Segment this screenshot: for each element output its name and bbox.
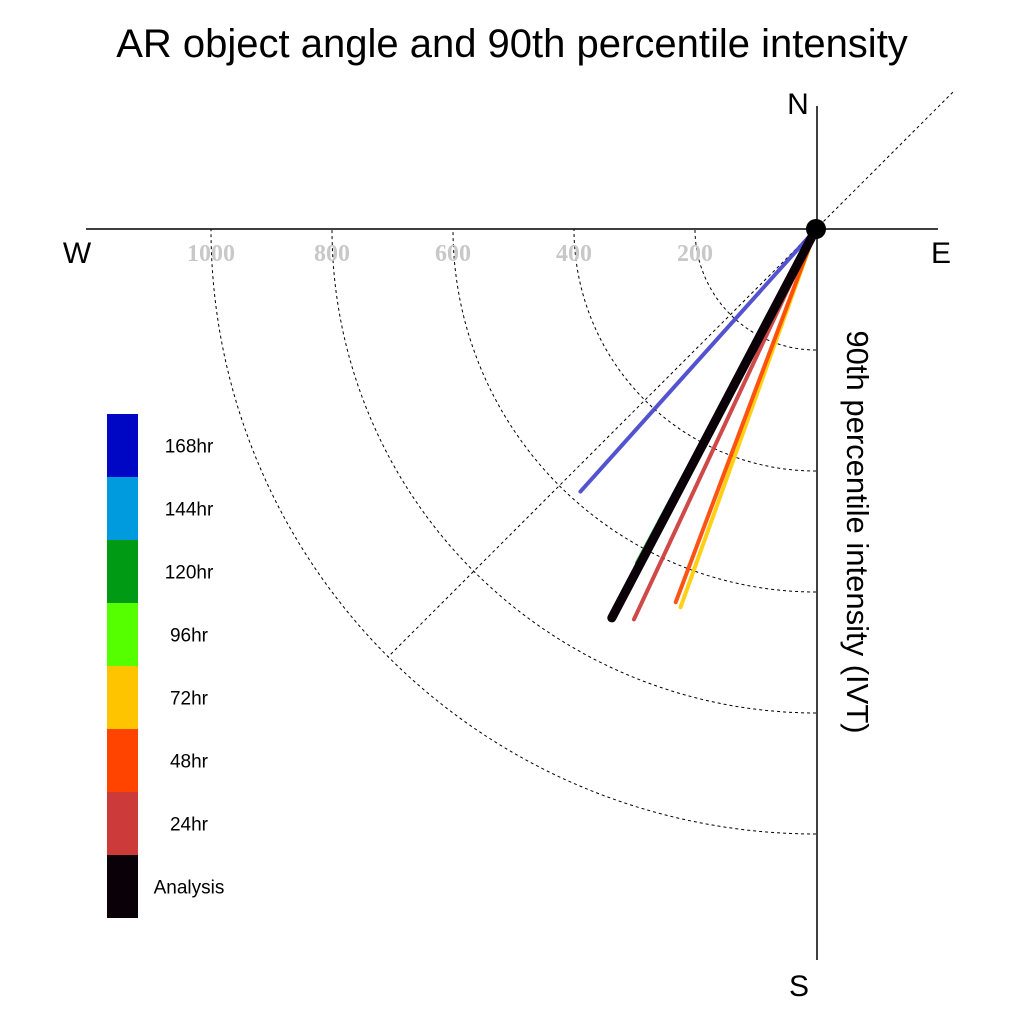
vector-168hr	[578, 227, 818, 494]
compass-east: E	[931, 237, 951, 270]
compass-south: S	[789, 970, 809, 1003]
legend-swatch-analysis	[107, 855, 138, 918]
legend-label-168hr: 168hr	[165, 437, 214, 458]
radial-tick-600: 600	[435, 241, 471, 267]
radial-tick-labels: 200 400 600 800 1000	[187, 241, 713, 267]
legend-label-144hr: 144hr	[165, 500, 214, 521]
vector-analysis	[607, 224, 821, 623]
polar-grid	[210, 91, 954, 835]
legend-swatch-144hr	[107, 477, 138, 540]
grid-arc-200	[694, 228, 817, 351]
legend-label-96hr: 96hr	[170, 626, 209, 647]
radial-tick-1000: 1000	[187, 241, 235, 267]
grid-arc-800	[331, 228, 817, 714]
radial-axis-label: 90th percentile intensity (IVT)	[840, 330, 875, 733]
radial-tick-200: 200	[677, 241, 713, 267]
legend-label-72hr: 72hr	[170, 689, 209, 710]
compass-north: N	[787, 88, 809, 121]
origin-dot	[806, 219, 826, 239]
legend-label-analysis: Analysis	[154, 878, 225, 899]
legend-swatch-96hr	[107, 603, 138, 666]
legend-label-48hr: 48hr	[170, 752, 209, 773]
vector-48hr	[673, 227, 818, 605]
grid-arc-600	[452, 228, 817, 593]
legend-swatch-24hr	[107, 792, 138, 855]
legend-swatch-72hr	[107, 666, 138, 729]
legend-swatch-168hr	[107, 414, 138, 477]
grid-arc-400	[573, 228, 817, 472]
legend-swatch-48hr	[107, 729, 138, 792]
legend: 168hr 144hr 120hr 96hr 72hr 48hr 24hr Analysis	[107, 414, 224, 918]
legend-label-120hr: 120hr	[165, 563, 214, 584]
legend-label-24hr: 24hr	[170, 815, 209, 836]
radial-tick-400: 400	[556, 241, 592, 267]
legend-swatch-120hr	[107, 540, 138, 603]
chart-title: AR object angle and 90th percentile inte…	[116, 22, 908, 66]
radial-tick-800: 800	[314, 241, 350, 267]
diagonal-reference-line	[387, 91, 954, 658]
series-vectors	[578, 224, 821, 623]
compass-west: W	[63, 237, 92, 270]
